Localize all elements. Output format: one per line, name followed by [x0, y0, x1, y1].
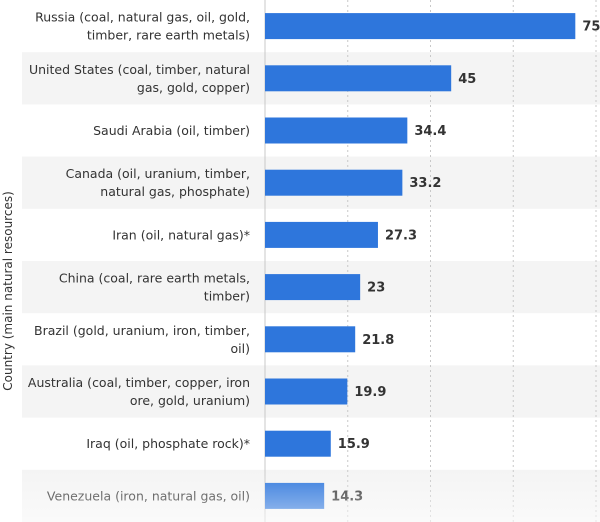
bar: [265, 117, 408, 144]
bar: [265, 378, 348, 405]
category-label: China (coal, rare earth metals,: [59, 271, 250, 286]
value-labels: 75 45 34.4 33.2 27.3 23 21.8 19.9 15.9 14.3: [331, 20, 600, 505]
value-label: 75: [582, 20, 600, 35]
category-label: oil): [231, 341, 250, 356]
bar: [265, 274, 361, 301]
category-label: ore, gold, uranium): [130, 393, 250, 408]
bar: [265, 326, 356, 353]
category-label: gas, gold, copper): [137, 80, 250, 95]
y-axis-title: Country (main natural resources): [1, 191, 15, 391]
bar: [265, 221, 378, 248]
value-label: 15.9: [338, 437, 370, 452]
value-label: 34.4: [414, 124, 446, 139]
category-label: Canada (oil, uranium, timber,: [66, 166, 250, 181]
category-label: Iraq (oil, phosphate rock)*: [86, 436, 250, 451]
value-label: 19.9: [354, 385, 386, 400]
category-label: Australia (coal, timber, copper, iron: [28, 375, 250, 390]
bar: [265, 430, 331, 457]
bar-series: [265, 13, 576, 509]
category-label: natural gas, phosphate): [100, 184, 250, 199]
value-label: 33.2: [409, 176, 441, 191]
value-label: 14.3: [331, 489, 363, 504]
value-label: 27.3: [385, 228, 417, 243]
value-label: 45: [458, 72, 476, 87]
category-label: Saudi Arabia (oil, timber): [93, 123, 250, 138]
bar: [265, 13, 576, 40]
category-label: Brazil (gold, uranium, iron, timber,: [34, 323, 250, 338]
bar: [265, 482, 325, 509]
category-label: United States (coal, timber, natural: [29, 62, 250, 77]
category-label: timber): [204, 289, 250, 304]
category-label: Venezuela (iron, natural gas, oil): [47, 488, 250, 503]
category-label: timber, rare earth metals): [87, 28, 250, 43]
category-label: Iran (oil, natural gas)*: [112, 227, 250, 242]
value-label: 23: [367, 281, 385, 296]
bar: [265, 65, 452, 92]
bar: [265, 169, 403, 196]
category-label: Russia (coal, natural gas, oil, gold,: [35, 10, 250, 25]
value-label: 21.8: [362, 333, 394, 348]
